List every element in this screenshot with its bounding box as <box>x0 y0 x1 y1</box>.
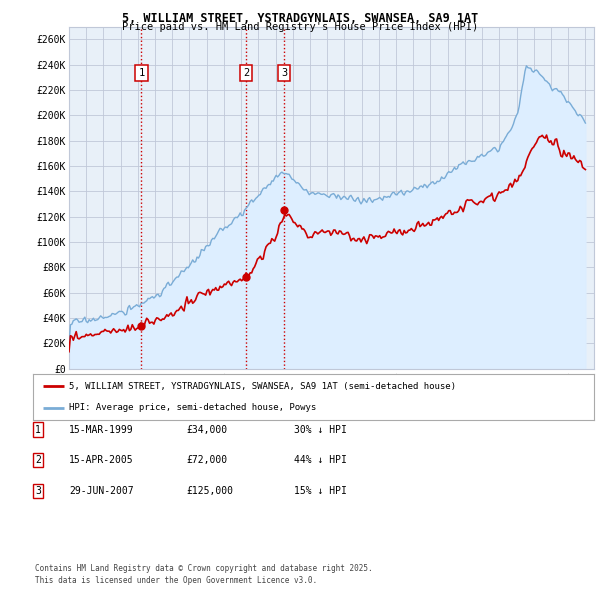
Text: 2: 2 <box>243 68 249 78</box>
Text: 15-MAR-1999: 15-MAR-1999 <box>69 425 134 434</box>
Text: 29-JUN-2007: 29-JUN-2007 <box>69 486 134 496</box>
Text: 1: 1 <box>139 68 145 78</box>
Text: £72,000: £72,000 <box>186 455 227 465</box>
Text: 3: 3 <box>281 68 287 78</box>
Text: Price paid vs. HM Land Registry's House Price Index (HPI): Price paid vs. HM Land Registry's House … <box>122 22 478 32</box>
Text: 15-APR-2005: 15-APR-2005 <box>69 455 134 465</box>
Text: 30% ↓ HPI: 30% ↓ HPI <box>294 425 347 434</box>
Text: 1: 1 <box>35 425 41 434</box>
Text: £34,000: £34,000 <box>186 425 227 434</box>
Text: 5, WILLIAM STREET, YSTRADGYNLAIS, SWANSEA, SA9 1AT (semi-detached house): 5, WILLIAM STREET, YSTRADGYNLAIS, SWANSE… <box>70 382 457 391</box>
Text: 5, WILLIAM STREET, YSTRADGYNLAIS, SWANSEA, SA9 1AT: 5, WILLIAM STREET, YSTRADGYNLAIS, SWANSE… <box>122 12 478 25</box>
Text: 3: 3 <box>35 486 41 496</box>
Text: 2: 2 <box>35 455 41 465</box>
Text: 15% ↓ HPI: 15% ↓ HPI <box>294 486 347 496</box>
Text: HPI: Average price, semi-detached house, Powys: HPI: Average price, semi-detached house,… <box>70 403 317 412</box>
Text: £125,000: £125,000 <box>186 486 233 496</box>
Text: 44% ↓ HPI: 44% ↓ HPI <box>294 455 347 465</box>
Text: Contains HM Land Registry data © Crown copyright and database right 2025.
This d: Contains HM Land Registry data © Crown c… <box>35 565 373 585</box>
